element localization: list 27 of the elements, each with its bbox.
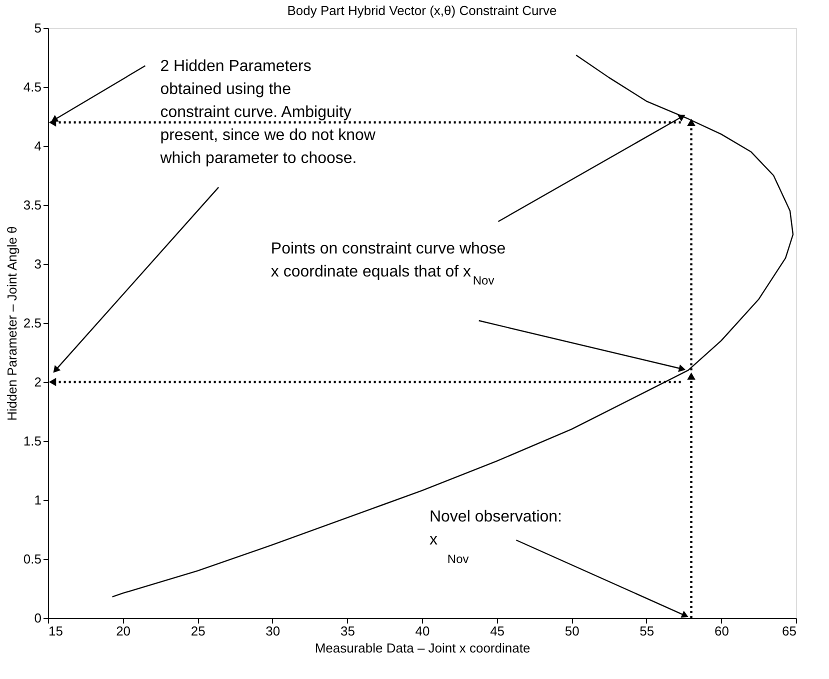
- annotation: 2 Hidden Parameters obtained using the constraint curve. Ambiguity present, since we do not know which parameter to choose.: [159, 58, 376, 167]
- y-axis-title: Hidden Parameter – Joint Angle θ: [4, 226, 20, 421]
- y-tick-label: 4: [34, 138, 42, 154]
- x-tick-label: 45: [490, 624, 505, 638]
- x-tick-label: 65: [782, 624, 796, 638]
- chart-title: Body Part Hybrid Vector (x,θ) Constraint Curve: [287, 3, 557, 18]
- annotation: Novel observation: xNov: [429, 508, 562, 566]
- y-tick-label: 2.5: [23, 316, 42, 330]
- x-tick-label: 35: [340, 624, 355, 638]
- y-tick-label: 0.5: [23, 552, 42, 566]
- x-axis-title: Measurable Data – Joint x coordinate: [314, 640, 530, 656]
- x-tick-label: 40: [415, 624, 430, 638]
- y-tick-label: 0: [34, 610, 42, 626]
- y-tick-label: 1.5: [23, 434, 42, 448]
- x-tick-label: 15: [48, 624, 63, 638]
- x-tick-label: 20: [116, 624, 131, 638]
- y-tick-label: 1: [34, 492, 42, 508]
- x-tick-label: 30: [266, 624, 280, 638]
- y-tick-label: 4.5: [23, 80, 42, 94]
- x-tick-label: 55: [640, 624, 654, 638]
- x-tick-label: 25: [190, 624, 206, 638]
- y-tick-label: 2: [34, 374, 42, 390]
- y-tick-label: 3: [34, 256, 42, 272]
- x-tick-label: 50: [564, 624, 580, 638]
- x-tick-label: 60: [714, 624, 729, 638]
- y-tick-label: 3.5: [23, 198, 42, 212]
- y-tick-label: 5: [34, 20, 42, 36]
